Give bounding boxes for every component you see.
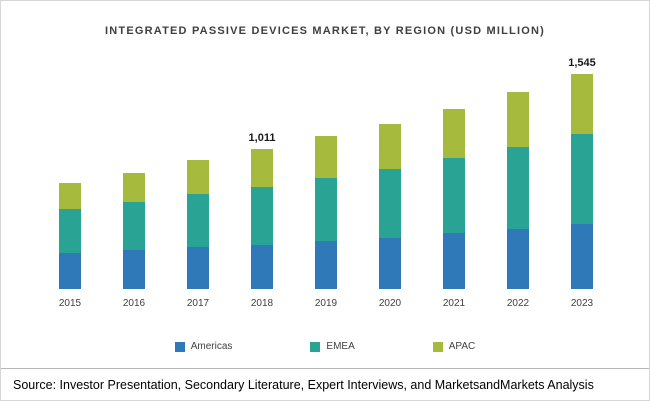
bar-segment-emea-2023 bbox=[571, 134, 593, 224]
source-text: Source: Investor Presentation, Secondary… bbox=[13, 378, 594, 392]
x-axis-label-2019: 2019 bbox=[314, 298, 338, 309]
x-axis-label-2020: 2020 bbox=[378, 298, 402, 309]
stacked-bar-2019 bbox=[315, 136, 337, 289]
bar-group-2022: 2022 bbox=[489, 92, 547, 309]
bar-segment-americas-2019 bbox=[315, 241, 337, 289]
bar-segment-emea-2016 bbox=[123, 202, 145, 250]
stacked-bar-2022 bbox=[507, 92, 529, 289]
data-label-2018: 1,011 bbox=[248, 132, 276, 144]
bar-segment-apac-2021 bbox=[443, 109, 465, 158]
legend-item-emea: EMEA bbox=[310, 341, 355, 352]
x-axis-label-2015: 2015 bbox=[58, 298, 82, 309]
x-axis-label-2016: 2016 bbox=[122, 298, 146, 309]
stacked-bar-2020 bbox=[379, 124, 401, 289]
bar-segment-apac-2016 bbox=[123, 173, 145, 202]
bar-group-2017: 2017 bbox=[169, 160, 227, 309]
bar-segment-emea-2021 bbox=[443, 158, 465, 233]
bar-group-2019: 2019 bbox=[297, 136, 355, 309]
bar-segment-emea-2018 bbox=[251, 187, 273, 245]
stacked-bar-2021 bbox=[443, 109, 465, 289]
chart-legend: Americas EMEA APAC bbox=[1, 341, 649, 352]
bar-segment-emea-2022 bbox=[507, 147, 529, 229]
bar-segment-americas-2016 bbox=[123, 250, 145, 289]
legend-label-apac: APAC bbox=[448, 341, 476, 352]
x-axis-label-2021: 2021 bbox=[442, 298, 466, 309]
bar-segment-americas-2017 bbox=[187, 247, 209, 289]
bar-segment-americas-2023 bbox=[571, 224, 593, 289]
bar-segment-apac-2019 bbox=[315, 136, 337, 178]
bar-segment-americas-2021 bbox=[443, 233, 465, 289]
legend-swatch-emea bbox=[310, 341, 321, 352]
bar-segment-apac-2018 bbox=[251, 149, 273, 187]
legend-item-apac: APAC bbox=[432, 341, 476, 352]
data-label-2023: 1,545 bbox=[568, 57, 596, 69]
legend-label-emea: EMEA bbox=[326, 341, 355, 352]
bar-segment-emea-2020 bbox=[379, 169, 401, 238]
bar-segment-apac-2017 bbox=[187, 160, 209, 194]
bar-segment-americas-2018 bbox=[251, 245, 273, 289]
stacked-bar-2023 bbox=[571, 74, 593, 289]
bar-segment-emea-2017 bbox=[187, 194, 209, 247]
footer-divider bbox=[1, 368, 649, 369]
bar-segment-americas-2020 bbox=[379, 238, 401, 289]
stacked-bar-2015 bbox=[59, 183, 81, 289]
x-axis-label-2023: 2023 bbox=[570, 298, 594, 309]
bar-group-2023: 1,545 2023 bbox=[553, 57, 611, 309]
bar-segment-emea-2019 bbox=[315, 178, 337, 241]
legend-swatch-apac bbox=[432, 341, 443, 352]
x-axis-label-2018: 2018 bbox=[250, 298, 274, 309]
chart-title: INTEGRATED PASSIVE DEVICES MARKET, BY RE… bbox=[105, 25, 545, 37]
bar-group-2016: 2016 bbox=[105, 173, 163, 309]
legend-swatch-americas bbox=[174, 341, 185, 352]
bar-segment-apac-2015 bbox=[59, 183, 81, 209]
plot-area: 2015 2016 2017 1,011 2018 2019 2020 2021 2022 1,5… bbox=[41, 57, 611, 309]
stacked-bar-2016 bbox=[123, 173, 145, 289]
stacked-bar-2018 bbox=[251, 149, 273, 289]
legend-item-americas: Americas bbox=[174, 341, 233, 352]
bar-group-2015: 2015 bbox=[41, 183, 99, 309]
bar-segment-apac-2020 bbox=[379, 124, 401, 169]
bar-segment-americas-2015 bbox=[59, 253, 81, 289]
bar-group-2018: 1,011 2018 bbox=[233, 132, 291, 309]
bar-segment-americas-2022 bbox=[507, 229, 529, 289]
bar-group-2021: 2021 bbox=[425, 109, 483, 309]
bar-group-2020: 2020 bbox=[361, 124, 419, 309]
stacked-bar-2017 bbox=[187, 160, 209, 289]
x-axis-label-2022: 2022 bbox=[506, 298, 530, 309]
bar-segment-apac-2023 bbox=[571, 74, 593, 134]
legend-label-americas: Americas bbox=[190, 341, 233, 352]
bar-segment-emea-2015 bbox=[59, 209, 81, 253]
x-axis-label-2017: 2017 bbox=[186, 298, 210, 309]
bar-segment-apac-2022 bbox=[507, 92, 529, 147]
